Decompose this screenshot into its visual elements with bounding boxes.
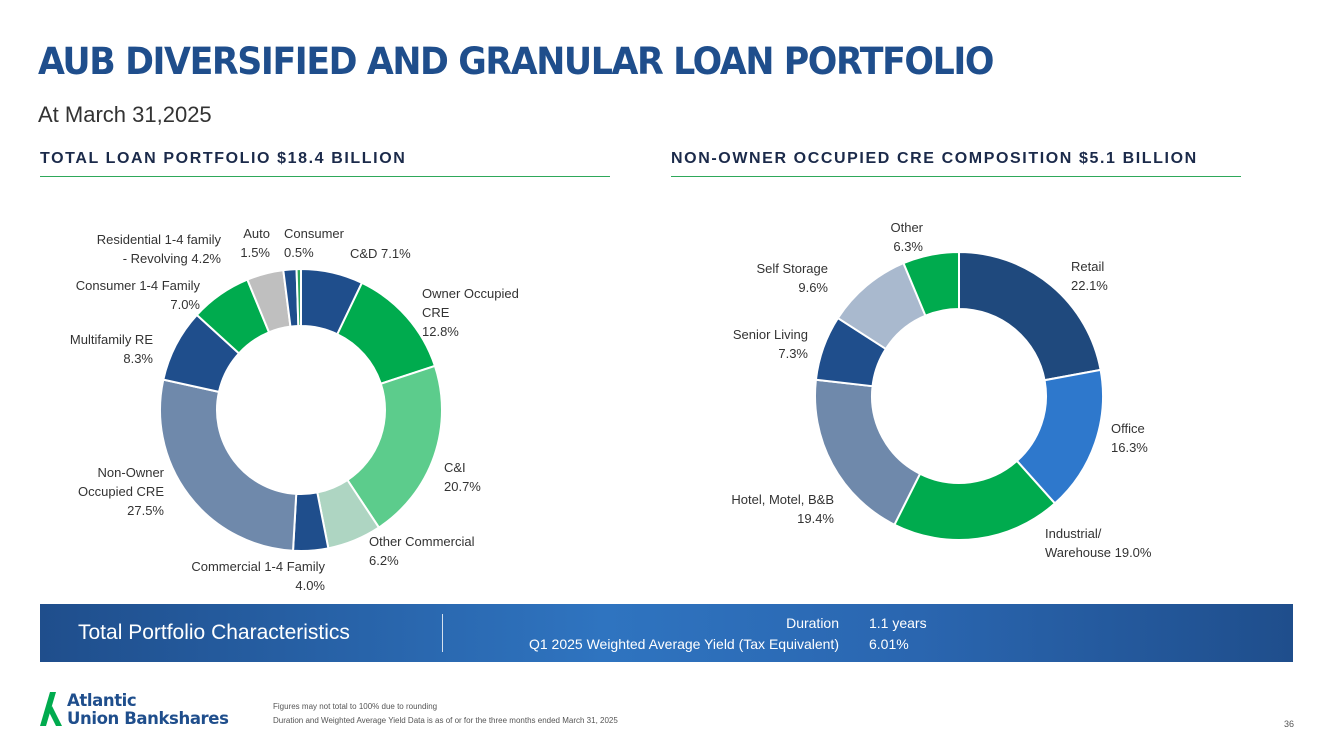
yield-label: Q1 2025 Weighted Average Yield (Tax Equi… bbox=[528, 636, 839, 652]
page-title: AUB DIVERSIFIED AND GRANULAR LOAN PORTFO… bbox=[38, 40, 994, 83]
cre-composition-title: NON-OWNER OCCUPIED CRE COMPOSITION $5.1 … bbox=[671, 150, 1198, 167]
donut1-label-1: Owner Occupied CRE 12.8% bbox=[422, 286, 519, 339]
donut1-label-10: Consumer 0.5% bbox=[284, 226, 345, 260]
donut1-label-6: Multifamily RE 8.3% bbox=[70, 332, 154, 366]
total-portfolio-rule bbox=[40, 176, 610, 177]
atlantic-union-logo: Atlantic Union Bankshares bbox=[40, 690, 270, 730]
donut2-label-0: Retail 22.1% bbox=[1071, 259, 1108, 293]
donut1-slice-5 bbox=[159, 378, 298, 552]
donut1-slice-10 bbox=[295, 267, 302, 328]
total-portfolio-title: TOTAL LOAN PORTFOLIO $18.4 BILLION bbox=[40, 150, 407, 167]
donut2-label-3: Hotel, Motel, B&B 19.4% bbox=[731, 492, 834, 526]
donut2-label-1: Office 16.3% bbox=[1111, 421, 1148, 455]
total-loan-portfolio-donut: C&D 7.1% Owner Occupied CRE 12.8% C&I 20.7% Ot… bbox=[70, 226, 519, 593]
footnote-rounding: Figures may not total to 100% due to rou… bbox=[273, 702, 438, 711]
donut1-label-4: Commercial 1-4 Family 4.0% bbox=[191, 559, 325, 593]
band-divider bbox=[442, 614, 443, 652]
donut1-label-0: C&D 7.1% bbox=[350, 246, 411, 261]
donut1-label-9: Auto 1.5% bbox=[240, 226, 270, 260]
yield-value: 6.01% bbox=[869, 636, 909, 652]
duration-value: 1.1 years bbox=[869, 615, 927, 631]
donut2-label-2: Industrial/Warehouse 19.0% bbox=[1045, 526, 1152, 560]
page-number: 36 bbox=[1283, 719, 1294, 729]
logo-wordmark: Atlantic Union Bankshares bbox=[67, 692, 229, 728]
donut1-label-2: C&I 20.7% bbox=[444, 460, 481, 494]
donut2-label-6: Other 6.3% bbox=[890, 220, 923, 254]
portfolio-characteristics-band: Total Portfolio Characteristics Duration… bbox=[40, 604, 1293, 662]
duration-label: Duration bbox=[786, 615, 839, 631]
donut1-label-3: Other Commercial 6.2% bbox=[369, 534, 475, 568]
logo-line-1: Atlantic bbox=[67, 691, 137, 710]
logo-a-mark-icon bbox=[40, 692, 62, 726]
donut1-label-5: Non-Owner Occupied CRE 27.5% bbox=[78, 465, 165, 518]
donut2-slice-6 bbox=[902, 250, 960, 318]
characteristics-title: Total Portfolio Characteristics bbox=[78, 621, 350, 644]
cre-composition-rule bbox=[671, 176, 1241, 177]
donut2-label-5: Self Storage 9.6% bbox=[756, 261, 828, 295]
donut2-label-4: Senior Living 7.3% bbox=[733, 327, 809, 361]
page-subtitle: At March 31,2025 bbox=[38, 102, 212, 127]
donut1-label-8: Residential 1-4 family - Revolving 4.2% bbox=[97, 232, 222, 266]
donut1-label-7: Consumer 1-4 Family 7.0% bbox=[76, 278, 201, 312]
footnote-duration: Duration and Weighted Average Yield Data… bbox=[273, 716, 618, 725]
logo-line-2: Union Bankshares bbox=[67, 709, 229, 728]
cre-composition-donut: Retail 22.1% Office 16.3% Industrial/Warehou… bbox=[731, 220, 1152, 560]
